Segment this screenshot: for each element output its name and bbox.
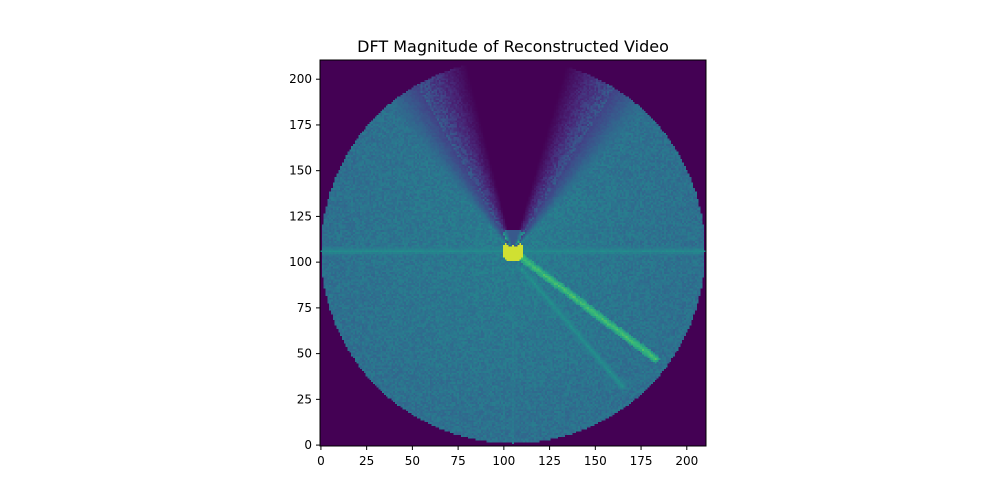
y-axis: 0 25 50 75 100 125 150 175 200 (289, 72, 320, 452)
x-tick-label: 125 (538, 454, 561, 468)
chart-title: DFT Magnitude of Reconstructed Video (357, 37, 669, 56)
y-tick-label: 0 (304, 438, 312, 452)
x-tick-label: 0 (317, 454, 325, 468)
x-axis: 0 25 50 75 100 125 150 175 200 (317, 446, 698, 468)
y-tick-label: 125 (289, 209, 312, 223)
y-tick-label: 200 (289, 72, 312, 86)
y-tick-label: 50 (297, 347, 312, 361)
y-tick-label: 150 (289, 164, 312, 178)
x-tick-label: 50 (405, 454, 420, 468)
x-tick-label: 200 (675, 454, 698, 468)
x-tick-label: 100 (492, 454, 515, 468)
y-tick-label: 175 (289, 118, 312, 132)
plot-frame (319, 59, 707, 447)
y-tick-label: 100 (289, 255, 312, 269)
y-tick-label: 25 (297, 392, 312, 406)
x-tick-label: 175 (630, 454, 653, 468)
x-tick-label: 25 (359, 454, 374, 468)
heatmap-image (320, 60, 706, 446)
x-tick-label: 75 (450, 454, 465, 468)
y-tick-label: 75 (297, 301, 312, 315)
heatmap-area (319, 59, 707, 447)
x-tick-label: 150 (584, 454, 607, 468)
